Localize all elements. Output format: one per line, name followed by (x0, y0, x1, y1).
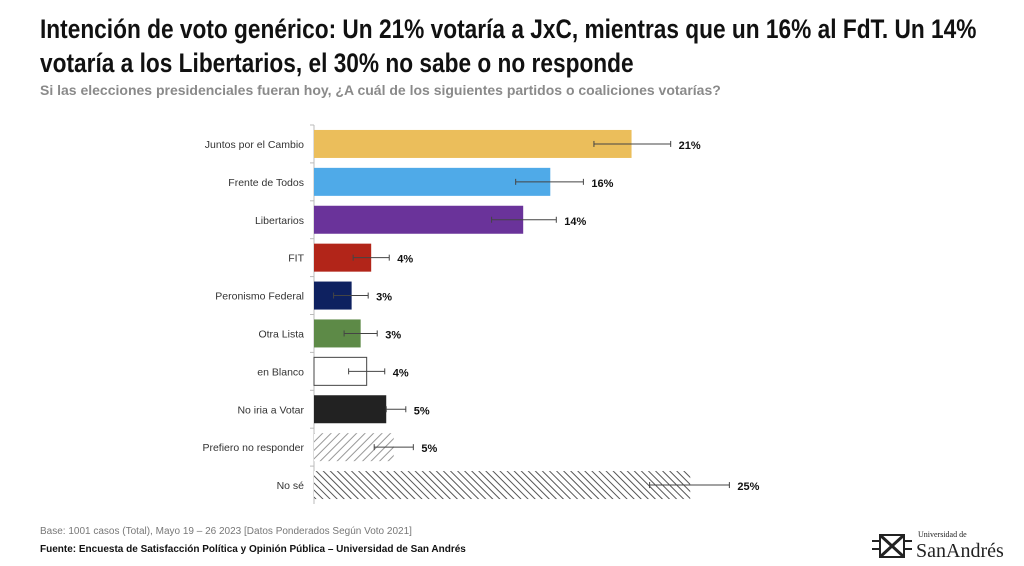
data-label: 4% (393, 367, 409, 379)
category-label: No sé (277, 480, 305, 492)
data-label: 3% (385, 329, 401, 341)
data-label: 3% (376, 292, 392, 304)
data-label: 5% (421, 443, 437, 455)
footer-base-note: Base: 1001 casos (Total), Mayo 19 – 26 2… (40, 526, 412, 537)
category-label: en Blanco (257, 366, 304, 378)
data-label: 4% (397, 254, 413, 266)
category-label: Juntos por el Cambio (205, 139, 304, 151)
category-label: Prefiero no responder (202, 442, 304, 454)
data-label: 21% (679, 140, 701, 152)
category-label: No iria a Votar (237, 404, 304, 416)
university-logo: Universidad de SanAndrés (872, 530, 1022, 564)
category-label: Libertarios (255, 215, 304, 227)
data-label: 25% (737, 481, 759, 493)
header: Intención de voto genérico: Un 21% votar… (40, 12, 1020, 99)
bar (314, 205, 524, 234)
category-label: FIT (288, 253, 304, 265)
logo-line-2: SanAndrés (916, 540, 1004, 562)
category-label: Frente de Todos (228, 177, 304, 189)
data-label: 14% (564, 216, 586, 228)
bar (314, 129, 632, 158)
footer-source: Fuente: Encuesta de Satisfacción Polític… (40, 544, 466, 555)
crest-icon (872, 533, 912, 559)
logo-line-1: Universidad de (918, 530, 967, 539)
chart-title: Intención de voto genérico: Un 21% votar… (40, 14, 977, 78)
category-label: Otra Lista (258, 328, 304, 340)
bar (314, 471, 691, 500)
category-label: Peronismo Federal (215, 291, 304, 303)
bar (314, 395, 387, 424)
bar (314, 167, 551, 196)
chart-subtitle: Si las elecciones presidenciales fueran … (40, 82, 721, 98)
data-label: 5% (414, 405, 430, 417)
data-label: 16% (591, 178, 613, 190)
